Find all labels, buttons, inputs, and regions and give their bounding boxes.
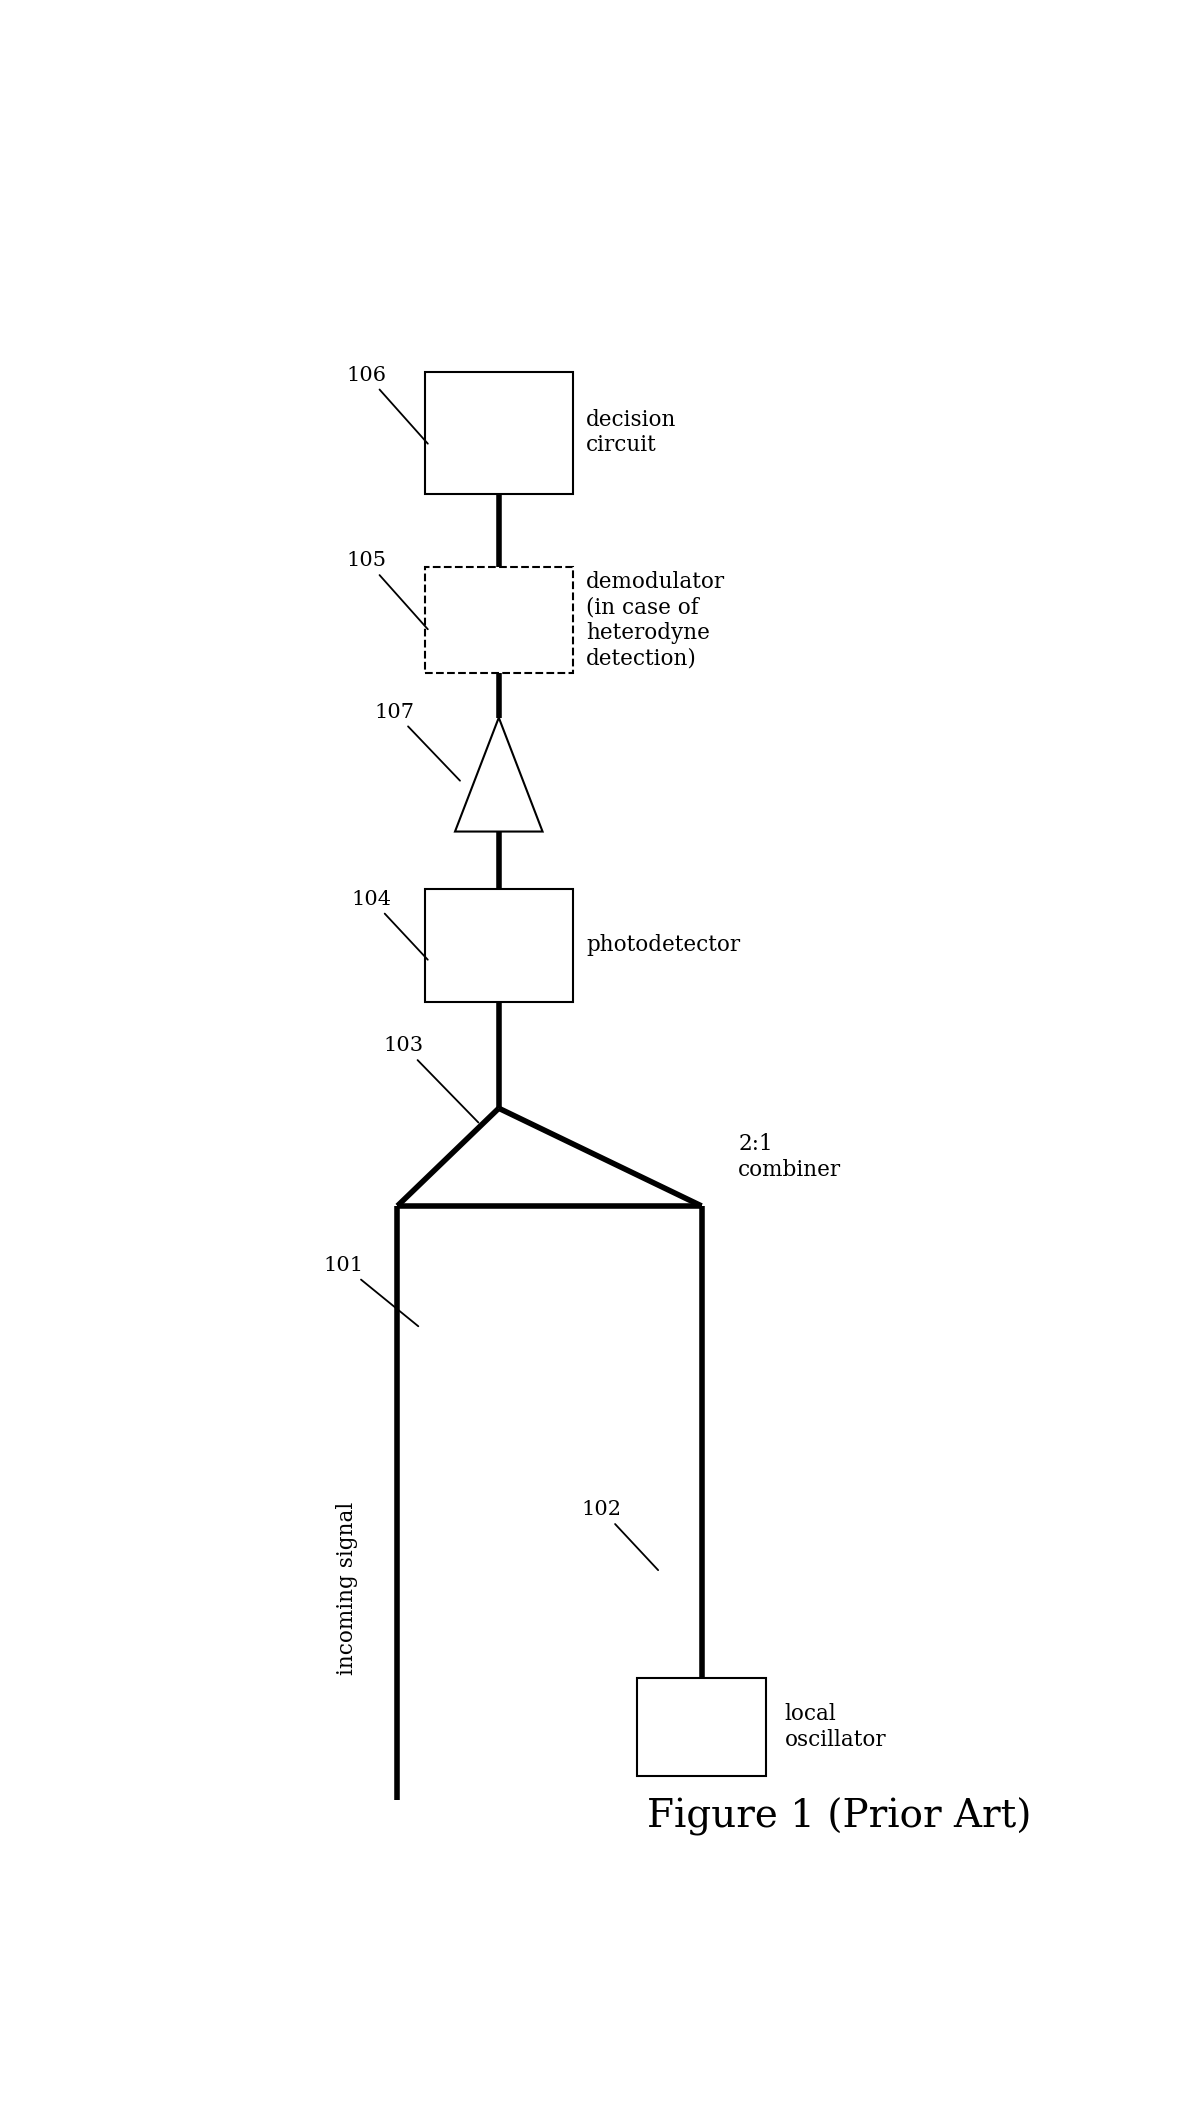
Text: 102: 102 [581, 1501, 659, 1571]
Text: 103: 103 [384, 1036, 478, 1123]
Text: 105: 105 [347, 552, 428, 630]
Text: incoming signal: incoming signal [335, 1501, 358, 1674]
Text: Figure 1 (Prior Art): Figure 1 (Prior Art) [648, 1797, 1032, 1835]
Text: 2:1
combiner: 2:1 combiner [738, 1133, 842, 1182]
Text: 104: 104 [352, 890, 428, 960]
Text: demodulator
(in case of
heterodyne
detection): demodulator (in case of heterodyne detec… [586, 571, 725, 668]
Text: local
oscillator: local oscillator [785, 1704, 886, 1750]
Text: 107: 107 [375, 702, 460, 780]
Bar [426, 888, 573, 1002]
Text: decision
circuit: decision circuit [586, 408, 677, 457]
Bar [637, 1679, 766, 1776]
Bar [426, 567, 573, 672]
Text: 106: 106 [347, 366, 428, 444]
Text: photodetector: photodetector [586, 934, 741, 956]
Text: 101: 101 [323, 1256, 419, 1325]
Bar [426, 372, 573, 495]
